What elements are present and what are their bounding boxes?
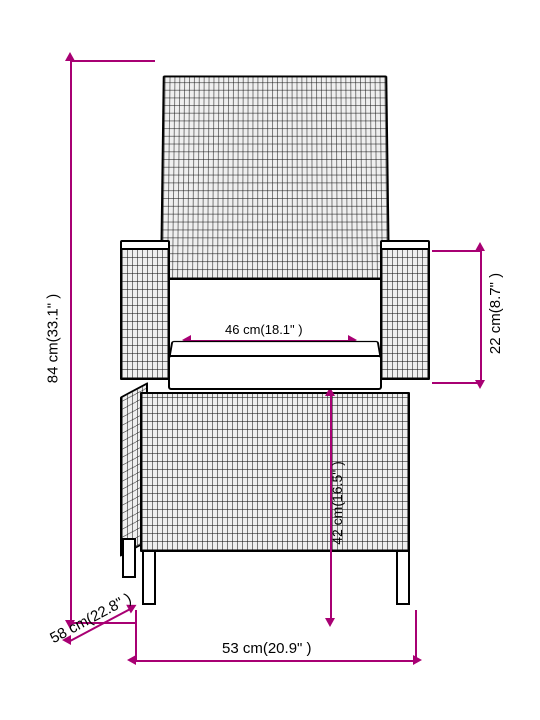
diagram-stage: 84 cm(33.1" ) 22 cm(8.7" ) 42 cm(16.5" )… [0,0,540,720]
chair-armtop-right [380,240,430,250]
chair-leg-front-left [142,550,156,605]
dim-ext [415,610,417,662]
dim-label-overall-depth: 58 cm(22.8" ) [47,590,134,647]
dim-ext [135,610,137,662]
chair-arm-right [380,245,430,380]
dim-label-seat-depth: 46 cm(18.1" ) [225,322,303,337]
dim-label-overall-width: 53 cm(20.9" ) [222,640,312,657]
dim-ext [70,60,155,62]
chair-cushion-front [168,355,382,390]
dim-line-arm-height [480,250,482,382]
chair-front-panel [140,392,410,552]
dim-arrow [325,618,335,627]
chair-backrest [160,76,390,280]
dim-line-overall-width [135,660,415,662]
chair-arm-left [120,245,170,380]
dim-label-arm-height: 22 cm(8.7" ) [487,273,504,354]
chair-leg-front-right [396,550,410,605]
dim-label-seat-to-floor: 42 cm(16.5" ) [329,461,345,545]
chair-leg-back-left [122,538,136,578]
dim-ext [432,250,482,252]
chair-armtop-left [120,240,170,250]
dim-ext [432,382,482,384]
dim-line-overall-height [70,60,72,622]
dim-label-overall-height: 84 cm(33.1" ) [44,294,61,384]
